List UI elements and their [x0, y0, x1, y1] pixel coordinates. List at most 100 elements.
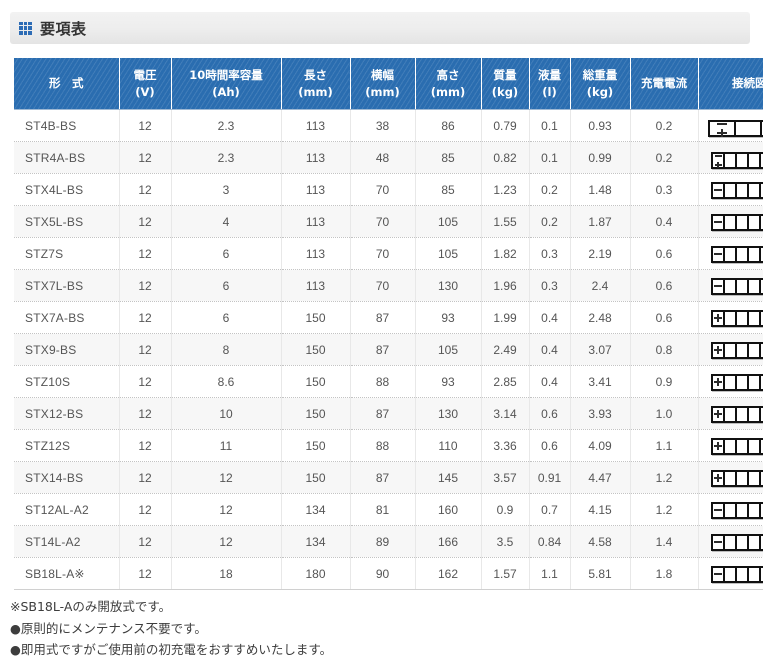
- cell-width: 48: [350, 141, 416, 174]
- diagram-cell: [713, 154, 726, 167]
- diagram-cell: [749, 311, 762, 325]
- plus-terminal-icon: [714, 445, 723, 448]
- diagram-cell: [713, 215, 726, 229]
- cell-current: 1.1: [630, 429, 699, 462]
- cell-fluid: 0.4: [529, 365, 571, 398]
- cell-capacity: 6: [171, 301, 282, 334]
- minus-terminal-icon: [714, 253, 723, 256]
- cell-height: 93: [415, 301, 482, 334]
- table-row: STX14-BS 12 12 150 87 145 3.57 0.91 4.47 1.2: [14, 461, 763, 494]
- cell-capacity: 8.6: [171, 365, 282, 398]
- table-header: 形 式 電圧 (V) 10時間率容量 (Ah) 長さ (mm) 横幅 (mm) 高さ (mm) 質量 (…: [14, 58, 763, 110]
- column-header-8: 総重量 (kg): [570, 58, 631, 110]
- diagram-cell: [749, 343, 762, 357]
- footer-notes: ※SB18L-Aのみ開放式です。 ●原則的にメンテナンス不要です。 ●即用式ですがご…: [10, 596, 755, 661]
- column-header-sub: (V): [135, 84, 155, 99]
- cell-capacity: 11: [171, 429, 282, 462]
- cell-height: 86: [415, 109, 482, 142]
- column-header-main: 充電電流: [641, 76, 687, 91]
- diagram-cell: [725, 567, 738, 581]
- cell-model: STZ12S: [14, 429, 120, 462]
- cell-fluid: 0.6: [529, 397, 571, 430]
- diagram-cell: [725, 154, 738, 167]
- table-row: STX4L-BS 12 3 113 70 85 1.23 0.2 1.48 0.3: [14, 173, 763, 206]
- table-row: STR4A-BS 12 2.3 113 48 85 0.82 0.1 0.99 0.2: [14, 141, 763, 174]
- cell-model: STX12-BS: [14, 397, 120, 430]
- cell-current: 1.2: [630, 493, 699, 526]
- cell-connection-diagram: [698, 429, 763, 462]
- cell-current: 1.4: [630, 525, 699, 558]
- cell-voltage: 12: [119, 461, 172, 494]
- diagram-cell: [749, 471, 762, 485]
- cell-capacity: 8: [171, 333, 282, 366]
- cell-current: 0.4: [630, 205, 699, 238]
- cell-current: 0.3: [630, 173, 699, 206]
- cell-model: STZ7S: [14, 237, 120, 270]
- cell-connection-diagram: [698, 205, 763, 238]
- cell-total: 3.07: [570, 333, 631, 366]
- cell-model: ST12AL-A2: [14, 493, 120, 526]
- cell-width: 89: [350, 525, 416, 558]
- cell-height: 93: [415, 365, 482, 398]
- diagram-cell: [737, 471, 750, 485]
- cell-capacity: 12: [171, 493, 282, 526]
- cell-voltage: 12: [119, 493, 172, 526]
- connection-diagram-icon: [711, 533, 763, 551]
- diagram-cell: [737, 503, 750, 517]
- cell-current: 0.2: [630, 141, 699, 174]
- diagram-cell: [725, 343, 738, 357]
- cell-height: 85: [415, 141, 482, 174]
- cell-mass: 3.36: [481, 429, 530, 462]
- diagram-cell: [737, 247, 750, 261]
- cell-voltage: 12: [119, 173, 172, 206]
- cell-connection-diagram: [698, 365, 763, 398]
- cell-voltage: 12: [119, 269, 172, 302]
- minus-terminal-icon: [714, 509, 723, 512]
- cell-fluid: 0.7: [529, 493, 571, 526]
- cell-height: 145: [415, 461, 482, 494]
- minus-terminal-icon: [714, 285, 723, 288]
- cell-total: 3.41: [570, 365, 631, 398]
- diagram-cell: [736, 122, 763, 135]
- spec-table: 形 式 電圧 (V) 10時間率容量 (Ah) 長さ (mm) 横幅 (mm) 高さ (mm) 質量 (…: [14, 58, 763, 590]
- cell-width: 70: [350, 173, 416, 206]
- table-body: ST4B-BS 12 2.3 113 38 86 0.79 0.1 0.93 0.2 STR4A-B…: [14, 109, 763, 590]
- cell-fluid: 0.91: [529, 461, 571, 494]
- cell-voltage: 12: [119, 237, 172, 270]
- connection-diagram-icon: [711, 501, 763, 519]
- cell-width: 87: [350, 397, 416, 430]
- cell-width: 87: [350, 461, 416, 494]
- cell-mass: 1.99: [481, 301, 530, 334]
- cell-connection-diagram: [698, 525, 763, 558]
- cell-mass: 0.79: [481, 109, 530, 142]
- cell-current: 0.6: [630, 301, 699, 334]
- column-header-sub: (mm): [430, 84, 466, 99]
- cell-total: 4.15: [570, 493, 631, 526]
- cell-capacity: 6: [171, 237, 282, 270]
- minus-terminal-icon: [714, 573, 723, 576]
- cell-height: 130: [415, 269, 482, 302]
- cell-length: 113: [281, 269, 351, 302]
- cell-connection-diagram: [698, 141, 763, 174]
- cell-length: 113: [281, 237, 351, 270]
- cell-total: 1.87: [570, 205, 631, 238]
- cell-width: 90: [350, 557, 416, 590]
- cell-current: 0.9: [630, 365, 699, 398]
- cell-length: 150: [281, 461, 351, 494]
- cell-fluid: 0.3: [529, 269, 571, 302]
- diagram-cell: [725, 471, 738, 485]
- section-title-bar: 要項表: [10, 12, 750, 44]
- diagram-cell: [713, 375, 726, 389]
- header-row: 形 式 電圧 (V) 10時間率容量 (Ah) 長さ (mm) 横幅 (mm) 高さ (mm) 質量 (…: [14, 58, 763, 110]
- cell-width: 88: [350, 429, 416, 462]
- connection-diagram-icon: [711, 565, 763, 583]
- cell-height: 105: [415, 333, 482, 366]
- cell-height: 85: [415, 173, 482, 206]
- diagram-cell: [737, 154, 750, 167]
- cell-connection-diagram: [698, 493, 763, 526]
- cell-capacity: 6: [171, 269, 282, 302]
- column-header-sub: (kg): [491, 84, 519, 99]
- table-row: SB18L-A※ 12 18 180 90 162 1.57 1.1 5.81 1.8: [14, 557, 763, 590]
- diagram-cell: [737, 535, 750, 549]
- cell-mass: 2.85: [481, 365, 530, 398]
